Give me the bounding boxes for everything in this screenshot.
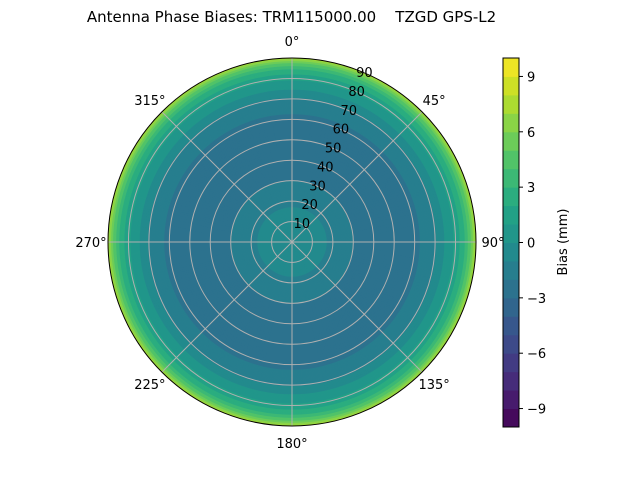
radial-tick-label: 80	[348, 85, 365, 100]
theta-gridline	[291, 241, 423, 373]
colorbar-level	[503, 187, 519, 207]
colorbar-level	[503, 371, 519, 391]
polar-grid	[108, 58, 476, 426]
theta-tick-label: 90°	[481, 236, 504, 251]
radial-tick-label: 10	[294, 217, 311, 232]
colorbar: −9 −6 −3 0 3 6 9	[502, 57, 546, 428]
polar-frame	[107, 57, 477, 427]
colorbar-level	[503, 242, 519, 262]
colorbar-level	[503, 131, 519, 151]
colorbar-level	[503, 168, 519, 188]
colorbar-tick-label: 3	[527, 181, 535, 196]
colorbar-label: Bias (mm)	[556, 209, 571, 276]
theta-tick-label: 315°	[134, 94, 165, 109]
theta-tick-labels: 0° 45° 90° 135° 180° 225° 270° 315°	[75, 35, 504, 452]
chart-title: Antenna Phase Biases: TRM115000.00 TZGD …	[86, 8, 497, 26]
radial-tick-label: 20	[301, 198, 318, 213]
colorbar-level	[503, 297, 519, 317]
colorbar-tick-label: 9	[527, 70, 535, 85]
radial-tick-label: 90	[356, 66, 373, 81]
theta-gridline	[291, 111, 423, 243]
colorbar-tick-label: −6	[527, 347, 546, 362]
radial-tick-labels: 10 20 30 40 50 60 70 80 90	[294, 66, 373, 232]
radial-tick-label: 70	[340, 104, 357, 119]
colorbar-level	[503, 353, 519, 373]
colorbar-level	[503, 58, 519, 77]
theta-tick-label: 270°	[75, 236, 106, 251]
colorbar-level	[503, 390, 519, 410]
colorbar-level	[503, 408, 519, 428]
radial-tick-label: 60	[333, 123, 350, 138]
colorbar-tick-label: 0	[527, 237, 535, 252]
colorbar-level	[503, 260, 519, 280]
theta-gridline	[161, 241, 293, 373]
colorbar-level	[503, 113, 519, 133]
colorbar-level	[503, 76, 519, 96]
colorbar-level	[503, 205, 519, 225]
colorbar-level	[503, 279, 519, 299]
colorbar-level	[503, 150, 519, 170]
colorbar-level	[503, 94, 519, 114]
colorbar-tick-label: −3	[527, 292, 546, 307]
theta-tick-label: 45°	[423, 94, 446, 109]
theta-tick-label: 0°	[285, 35, 300, 50]
theta-tick-label: 135°	[418, 378, 449, 393]
theta-gridline	[161, 111, 293, 243]
colorbar-level	[503, 316, 519, 336]
radial-tick-label: 50	[325, 142, 342, 157]
theta-tick-label: 180°	[276, 437, 307, 452]
radial-tick-label: 30	[309, 179, 326, 194]
colorbar-level	[503, 224, 519, 243]
radial-tick-label: 40	[317, 160, 334, 175]
theta-tick-label: 225°	[134, 378, 165, 393]
colorbar-tick-label: −9	[527, 403, 546, 418]
colorbar-tick-label: 6	[527, 126, 535, 141]
colorbar-level	[503, 334, 519, 354]
